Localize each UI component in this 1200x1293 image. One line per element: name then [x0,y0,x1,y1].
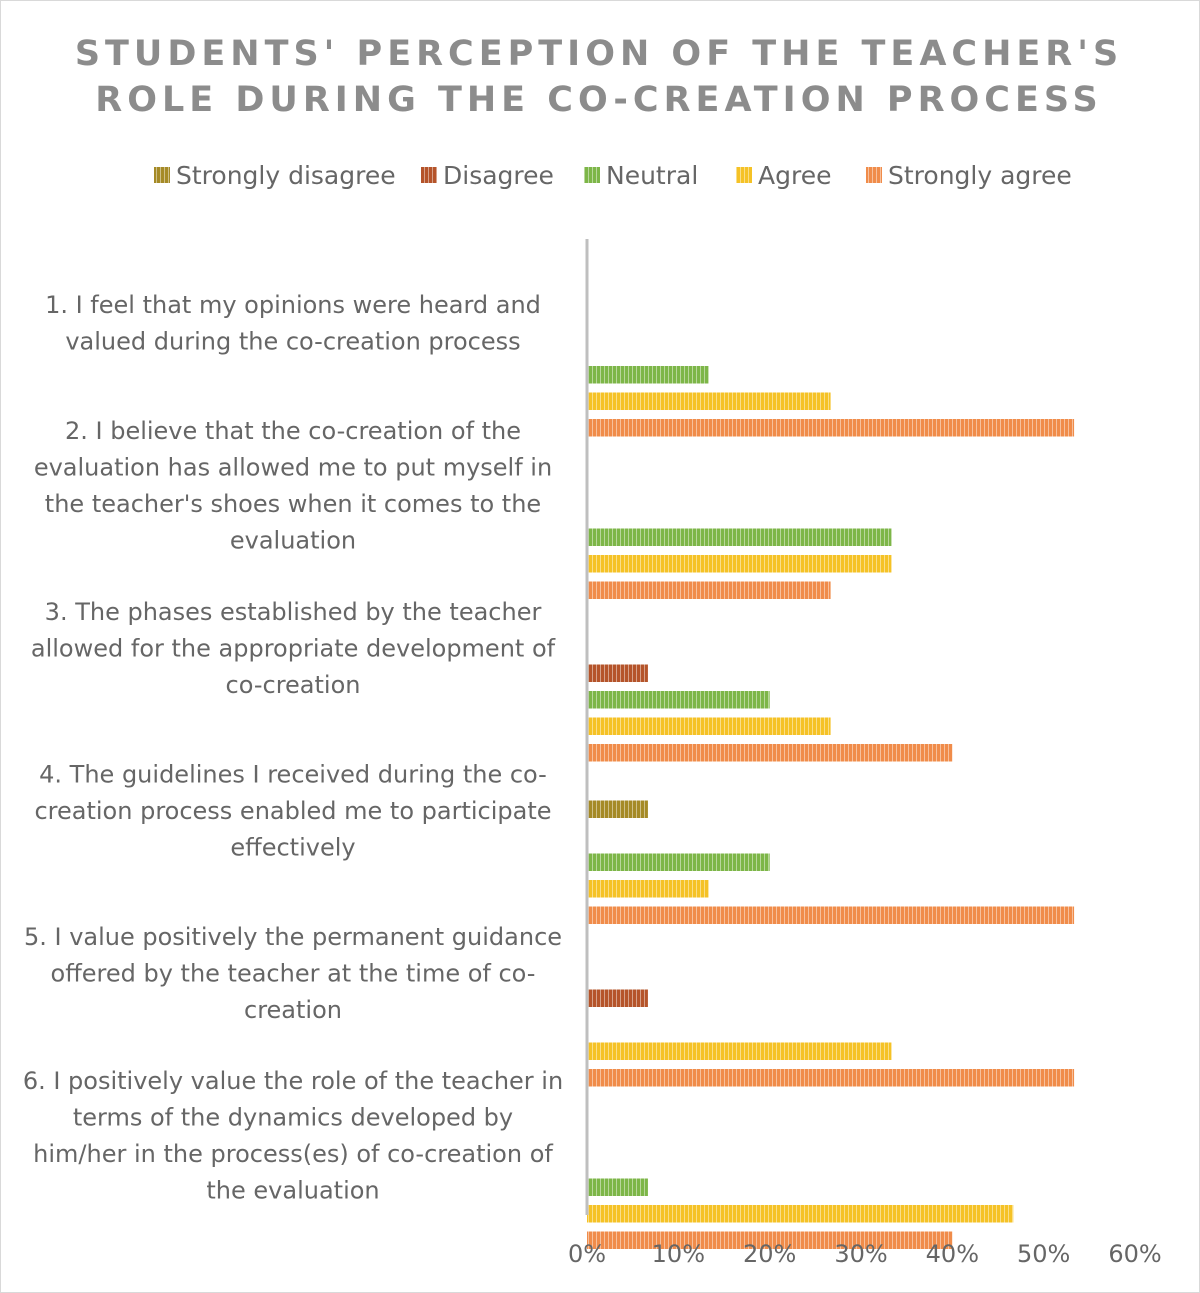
category-label-1: 1. I feel that my opinions were heard an… [45,291,541,356]
legend-label-neutral: Neutral [606,161,698,190]
x-tick-label-20: 20% [743,1240,796,1268]
bar-q6-neutral [587,1178,648,1196]
chart-title-line-2: ROLE DURING THE CO-CREATION PROCESS [95,80,1102,120]
category-label-4-line-2: creation process enabled me to participa… [34,797,551,825]
value-axis-ticks: 0% 10% 20% 30% 40% 50% 60% [568,1240,1162,1268]
bar-q1-strongly-agree [587,419,1075,437]
category-label-1-line-1: 1. I feel that my opinions were heard an… [45,291,541,319]
bar-q1-neutral [587,366,709,384]
bar-q5-disagree [587,989,648,1007]
legend-label-strongly-agree: Strongly agree [888,161,1072,190]
category-label-6-line-2: terms of the dynamics developed by [73,1104,513,1132]
bars [587,366,1075,1249]
legend-label-disagree: Disagree [443,161,554,190]
bar-q4-strongly-disagree [587,800,648,818]
category-label-3-line-2: allowed for the appropriate development … [31,634,556,662]
bar-q2-strongly-agree [587,581,831,599]
category-label-2-line-3: the teacher's shoes when it comes to the [45,490,541,518]
bar-q2-agree [587,555,892,573]
bar-q4-agree [587,880,709,898]
bar-q2-neutral [587,528,892,546]
category-label-3: 3. The phases established by the teacher… [31,598,556,699]
bar-q3-strongly-agree [587,744,953,762]
bar-q6-agree [587,1205,1014,1223]
chart-title: STUDENTS' PERCEPTION OF THE TEACHER'S RO… [75,34,1123,120]
category-label-2-line-1: 2. I believe that the co-creation of the [65,417,521,445]
category-label-5: 5. I value positively the permanent guid… [24,923,562,1024]
bar-q4-neutral [587,853,770,871]
category-label-1-line-2: valued during the co-creation process [65,328,520,356]
chart-legend: Strongly disagree Disagree Neutral Agree Str… [154,161,1072,190]
category-label-6-line-3: him/her in the process(es) of co-creatio… [33,1140,553,1168]
bar-q6-strongly-agree [587,1231,953,1249]
legend-swatch-strongly-disagree [154,167,170,183]
category-label-4: 4. The guidelines I received during the … [34,760,551,861]
category-label-5-line-3: creation [244,996,342,1024]
legend-swatch-disagree [421,167,437,183]
legend-swatch-agree [736,167,752,183]
category-label-3-line-3: co-creation [226,671,361,699]
chart-title-line-1: STUDENTS' PERCEPTION OF THE TEACHER'S [75,34,1123,74]
legend-label-agree: Agree [758,161,831,190]
category-label-6: 6. I positively value the role of the te… [23,1067,563,1205]
bar-q4-strongly-agree [587,906,1075,924]
category-label-6-line-1: 6. I positively value the role of the te… [23,1067,563,1095]
bar-q1-agree [587,392,831,410]
category-label-4-line-3: effectively [230,833,355,861]
category-label-5-line-1: 5. I value positively the permanent guid… [24,923,562,951]
bar-q3-agree [587,717,831,735]
bar-q3-disagree [587,664,648,682]
legend-label-strongly-disagree: Strongly disagree [176,161,396,190]
category-label-5-line-2: offered by the teacher at the time of co… [51,959,536,987]
category-label-6-line-4: the evaluation [206,1177,379,1205]
x-tick-label-60: 60% [1108,1240,1161,1268]
x-tick-label-0: 0% [568,1240,606,1268]
bar-q5-agree [587,1042,892,1060]
x-tick-label-10: 10% [652,1240,705,1268]
category-labels: 1. I feel that my opinions were heard an… [23,291,563,1205]
bar-q3-neutral [587,691,770,709]
x-tick-label-30: 30% [834,1240,887,1268]
category-label-2-line-4: evaluation [230,527,356,555]
x-tick-label-40: 40% [926,1240,979,1268]
category-label-2-line-2: evaluation has allowed me to put myself … [34,454,552,482]
category-label-3-line-1: 3. The phases established by the teacher [45,598,542,626]
x-tick-label-50: 50% [1017,1240,1070,1268]
category-label-4-line-1: 4. The guidelines I received during the … [39,760,547,788]
category-label-2: 2. I believe that the co-creation of the… [34,417,552,555]
legend-swatch-strongly-agree [866,167,882,183]
bar-q5-strongly-agree [587,1069,1075,1087]
legend-swatch-neutral [584,167,600,183]
